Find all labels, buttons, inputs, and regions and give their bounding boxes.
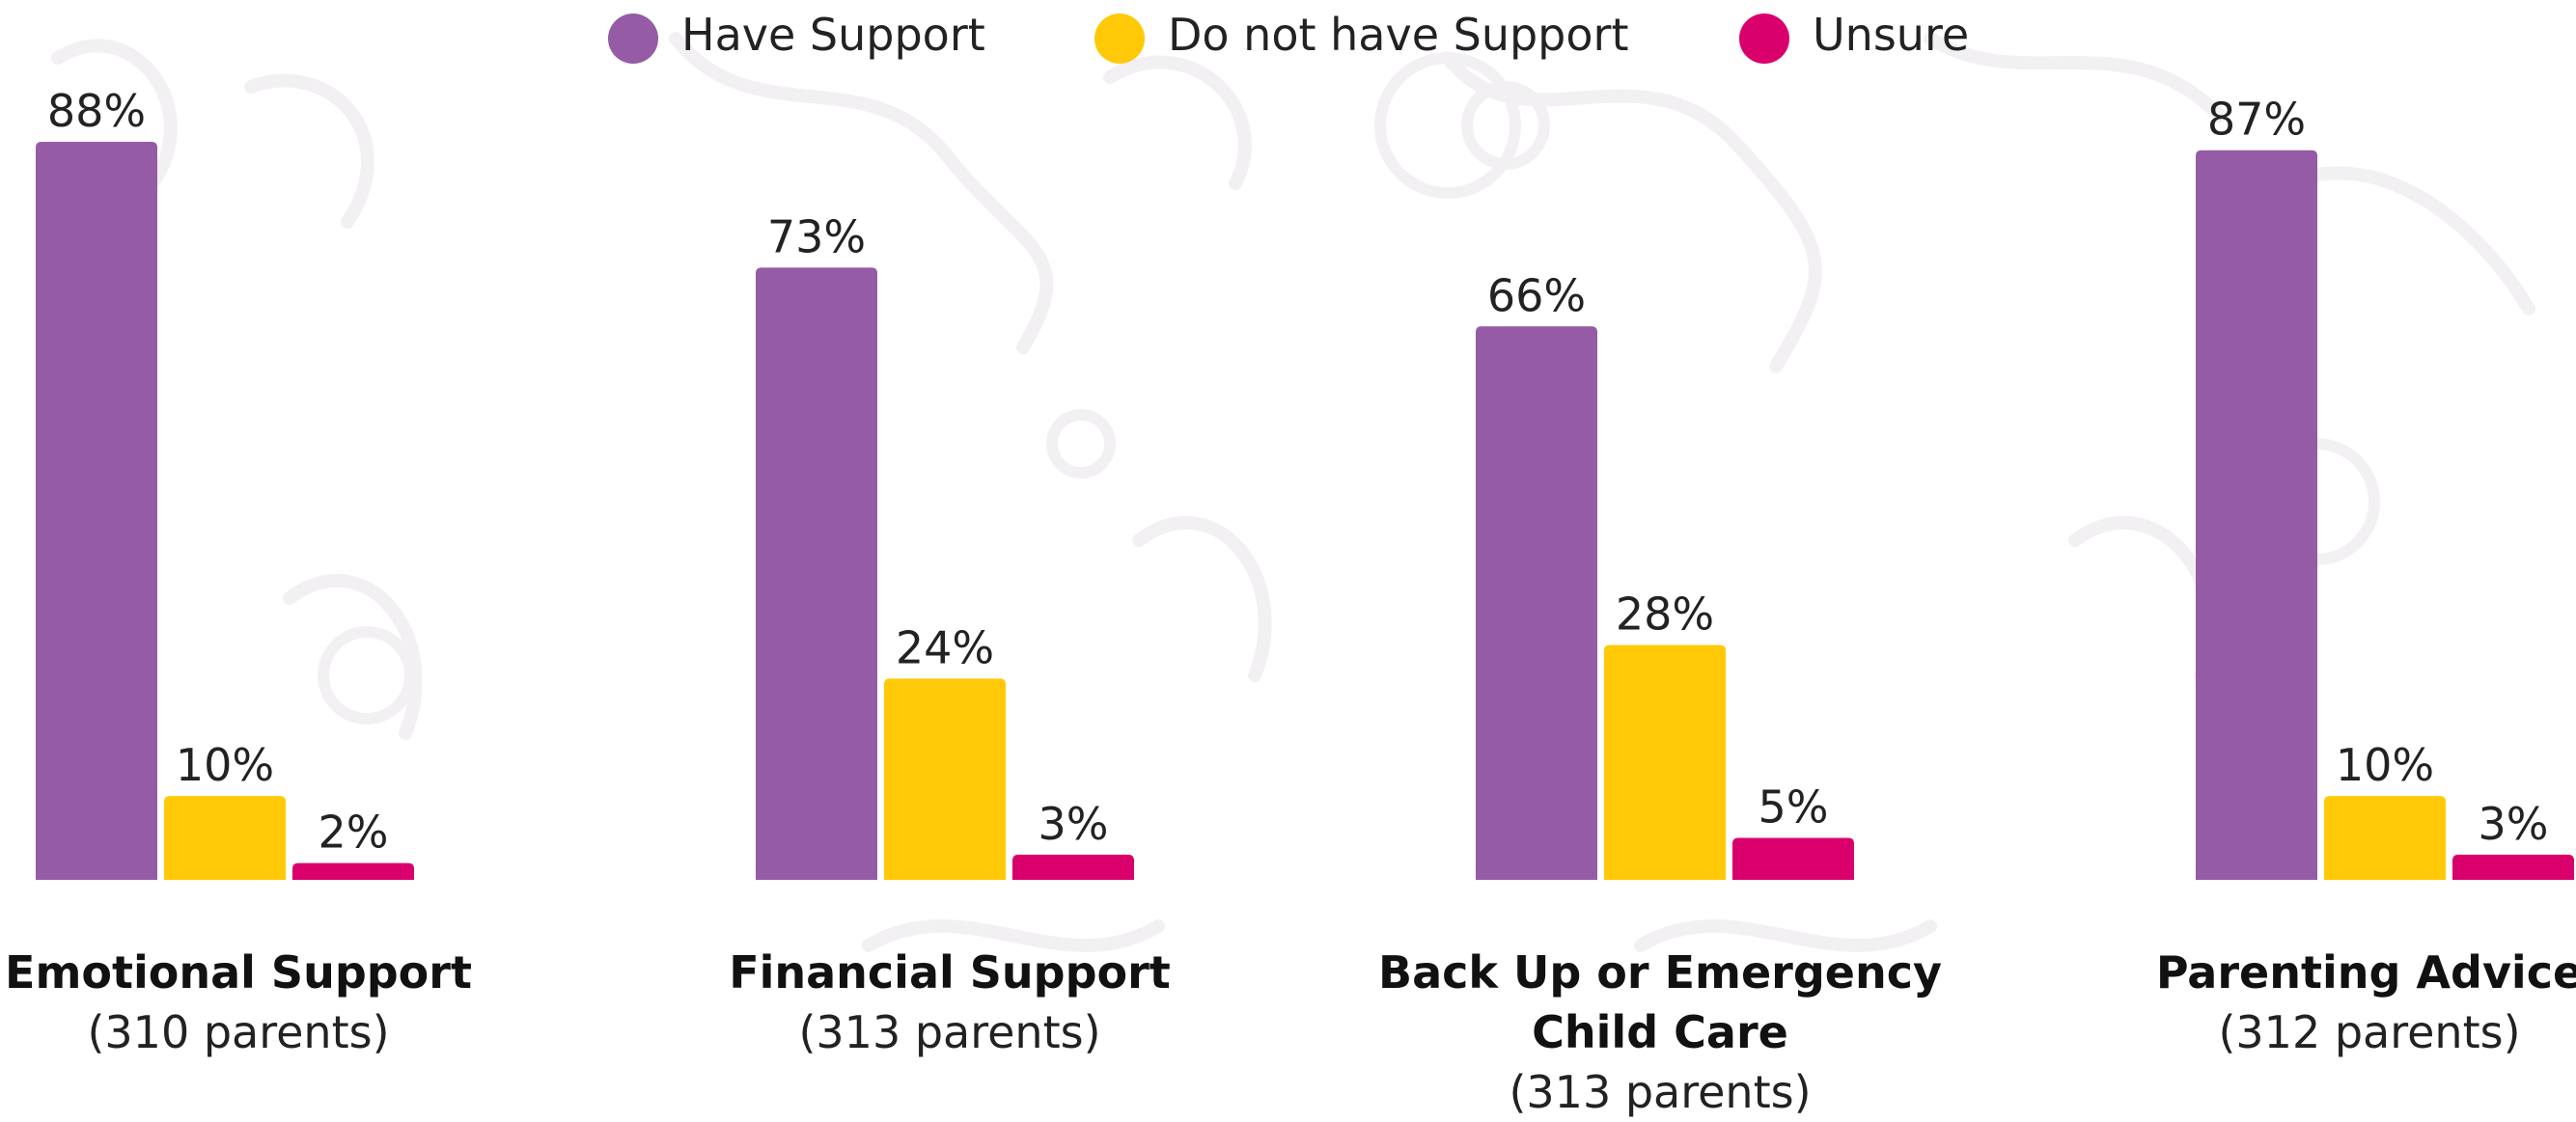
bar-value-label: 10% [2336,739,2434,791]
category-label: Parenting Advice [2156,946,2576,999]
bar-value-label: 3% [2479,798,2549,850]
background-doodle-pattern [51,32,2535,952]
bar-do-not-have-support [884,678,1006,880]
bar-unsure [1012,854,1134,880]
background-doodle [669,32,1054,354]
background-doodle [283,573,423,740]
bar-have-support [756,267,877,880]
background-doodle [1103,55,1252,190]
bars [36,142,2574,881]
legend-swatch [608,14,658,64]
bar-unsure [2452,854,2574,880]
background-doodle [862,919,1165,952]
bar-value-label: 88% [47,85,146,137]
background-doodle [1374,52,1521,199]
bar-value-label: 66% [1487,269,1586,321]
category-sample-size: (313 parents) [798,1006,1100,1058]
bar-have-support [1476,326,1597,881]
category-label: Back Up or Emergency [1378,946,1942,999]
bar-value-label: 73% [767,210,866,262]
background-doodle [1046,409,1116,479]
category-label: Child Care [1532,1006,1788,1058]
background-doodle [1461,81,1550,170]
legend-label: Unsure [1813,9,1969,61]
bar-have-support [2196,150,2317,881]
bar-value-labels: 88% 10% 2% 73% 24% 3% 66% 28% 5% 87% 10% 3% [47,85,2549,859]
category-label: Financial Support [729,946,1171,999]
bar-value-label: 24% [896,621,994,673]
bar-do-not-have-support [164,796,286,880]
legend: Have Support Do not have Support Unsure [608,9,1969,64]
background-doodle [1924,32,2227,123]
bar-do-not-have-support [1604,644,1726,880]
bar-value-label: 5% [1759,781,1829,834]
background-doodle [1132,515,1272,682]
background-doodle [2068,515,2217,682]
background-doodle [244,73,374,229]
bar-unsure [292,862,414,880]
bar-do-not-have-support [2324,796,2446,880]
legend-swatch [1739,14,1789,64]
legend-swatch [1094,14,1145,64]
bar-have-support [36,142,157,881]
bar-unsure [1732,837,1854,880]
background-doodle [318,626,416,725]
category-sample-size: (312 parents) [2218,1006,2520,1058]
category-labels: Emotional Support (310 parents) Financial … [5,946,2576,1118]
bar-value-label: 28% [1616,588,1714,641]
background-doodle [1634,919,1937,952]
category-label: Emotional Support [5,946,472,999]
legend-label: Have Support [681,9,985,61]
bar-value-label: 87% [2207,94,2306,146]
bar-value-label: 10% [176,739,274,791]
bar-value-label: 3% [1039,798,1109,850]
background-doodle [1441,51,1822,373]
category-sample-size: (313 parents) [1509,1066,1811,1118]
legend-label: Do not have Support [1168,9,1628,61]
category-sample-size: (310 parents) [87,1006,389,1058]
bar-value-label: 2% [319,807,389,859]
